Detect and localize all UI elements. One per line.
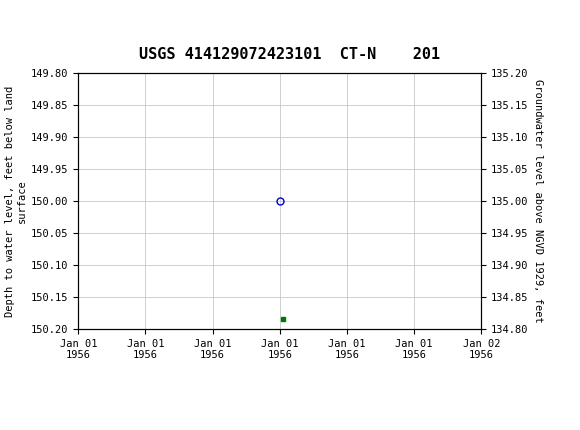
Text: USGS 414129072423101  CT-N    201: USGS 414129072423101 CT-N 201: [139, 47, 441, 62]
Bar: [1, 2, 5, 38]
Y-axis label: Depth to water level, feet below land
surface: Depth to water level, feet below land su…: [5, 86, 27, 316]
Y-axis label: Groundwater level above NGVD 1929, feet: Groundwater level above NGVD 1929, feet: [532, 79, 542, 323]
Text: USGS: USGS: [9, 12, 45, 28]
